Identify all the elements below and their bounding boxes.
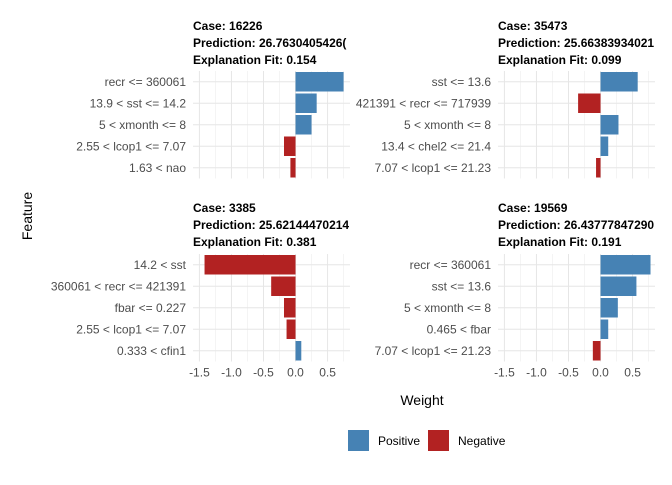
bar-1	[295, 72, 344, 92]
bar-1	[600, 255, 651, 275]
feature-label: 5 < xmonth <= 8	[99, 118, 186, 132]
bar-5	[596, 158, 601, 178]
feature-label: 360061 < recr <= 421391	[51, 279, 186, 293]
bar-2	[295, 93, 317, 113]
feature-label: 5 < xmonth <= 8	[404, 301, 491, 315]
bar-4	[600, 319, 609, 339]
legend-swatch-positive	[348, 430, 369, 451]
legend-label-positive: Positive	[378, 434, 420, 448]
panel-prediction-title: Prediction: 25.62144470214	[193, 218, 349, 232]
panel-fit-title: Explanation Fit: 0.191	[498, 235, 622, 249]
bar-1	[600, 72, 638, 92]
feature-label: 1.63 < nao	[129, 161, 186, 175]
feature-label: 13.9 < sst <= 14.2	[90, 96, 187, 110]
bar-2	[600, 276, 637, 296]
panel-titles: Case: 35473 Prediction: 25.66383934021 Exp…	[498, 19, 654, 67]
x-tick-label: 0.0	[592, 366, 609, 380]
panel-prediction-title: Prediction: 25.66383934021	[498, 36, 654, 50]
legend-label-negative: Negative	[458, 434, 506, 448]
feature-label: 2.55 < lcop1 <= 7.07	[76, 139, 186, 153]
panel-titles: Case: 19569 Prediction: 26.43777847290 Exp…	[498, 201, 654, 249]
panel-2: Case: 35473 Prediction: 25.66383934021 Exp…	[356, 19, 655, 179]
panel-case-title: Case: 35473	[498, 19, 568, 33]
legend-swatch-negative	[428, 430, 449, 451]
gridlines	[498, 254, 655, 362]
bar-4	[600, 136, 609, 156]
feature-label: 421391 < recr <= 717939	[356, 96, 491, 110]
bar-3	[600, 298, 618, 318]
feature-label: 13.4 < chel2 <= 21.4	[381, 139, 491, 153]
x-tick-label: -1.0	[221, 366, 242, 380]
feature-label: 5 < xmonth <= 8	[404, 118, 491, 132]
y-axis-title: Feature	[19, 192, 35, 240]
bar-3	[295, 115, 312, 135]
panel-prediction-title: Prediction: 26.7630405426(	[193, 36, 346, 50]
x-axis-title: Weight	[400, 392, 443, 408]
panel-fit-title: Explanation Fit: 0.099	[498, 53, 622, 67]
panel-titles: Case: 3385 Prediction: 25.62144470214 Expl…	[193, 201, 349, 249]
x-tick-label: 0.5	[319, 366, 336, 380]
feature-label: recr <= 360061	[410, 258, 492, 272]
x-tick-label: 0.5	[624, 366, 641, 380]
feature-label: 2.55 < lcop1 <= 7.07	[76, 322, 186, 336]
panel-4: Case: 19569 Prediction: 26.43777847290 Exp…	[375, 201, 655, 380]
bar-3	[283, 298, 296, 318]
x-tick-label: 0.0	[287, 366, 304, 380]
feature-label: sst <= 13.6	[432, 279, 492, 293]
feature-label: 7.07 < lcop1 <= 21.23	[375, 161, 492, 175]
bar-2	[578, 93, 601, 113]
panel-titles: Case: 16226 Prediction: 26.7630405426( Exp…	[193, 19, 346, 67]
gridlines	[193, 71, 350, 179]
panel-case-title: Case: 16226	[193, 19, 263, 33]
feature-label: 7.07 < lcop1 <= 21.23	[375, 344, 492, 358]
x-tick-label: -0.5	[558, 366, 579, 380]
feature-label: recr <= 360061	[105, 75, 187, 89]
panel-case-title: Case: 3385	[193, 201, 256, 215]
panel-prediction-title: Prediction: 26.43777847290	[498, 218, 654, 232]
panels-layer: Case: 16226 Prediction: 26.7630405426( Exp…	[51, 19, 655, 380]
bar-5	[592, 341, 601, 361]
x-tick-label: -1.0	[526, 366, 547, 380]
bar-2	[271, 276, 296, 296]
bar-3	[600, 115, 619, 135]
x-tick-label: -1.5	[494, 366, 515, 380]
bar-4	[286, 319, 296, 339]
feature-label: sst <= 13.6	[432, 75, 492, 89]
legend: Positive Negative	[348, 430, 506, 451]
feature-label: 14.2 < sst	[134, 258, 187, 272]
bar-4	[283, 136, 296, 156]
panel-3: Case: 3385 Prediction: 25.62144470214 Expl…	[51, 201, 350, 380]
x-tick-label: -1.5	[189, 366, 210, 380]
panel-case-title: Case: 19569	[498, 201, 568, 215]
panel-fit-title: Explanation Fit: 0.154	[193, 53, 317, 67]
feature-label: 0.333 < cfin1	[117, 344, 186, 358]
panel-1: Case: 16226 Prediction: 26.7630405426( Exp…	[76, 19, 350, 179]
panel-fit-title: Explanation Fit: 0.381	[193, 235, 317, 249]
feature-label: fbar <= 0.227	[115, 301, 187, 315]
bar-5	[290, 158, 296, 178]
bar-5	[295, 341, 302, 361]
x-tick-label: -0.5	[253, 366, 274, 380]
gridlines	[498, 71, 655, 179]
bar-1	[204, 255, 296, 275]
feature-label: 0.465 < fbar	[427, 322, 491, 336]
